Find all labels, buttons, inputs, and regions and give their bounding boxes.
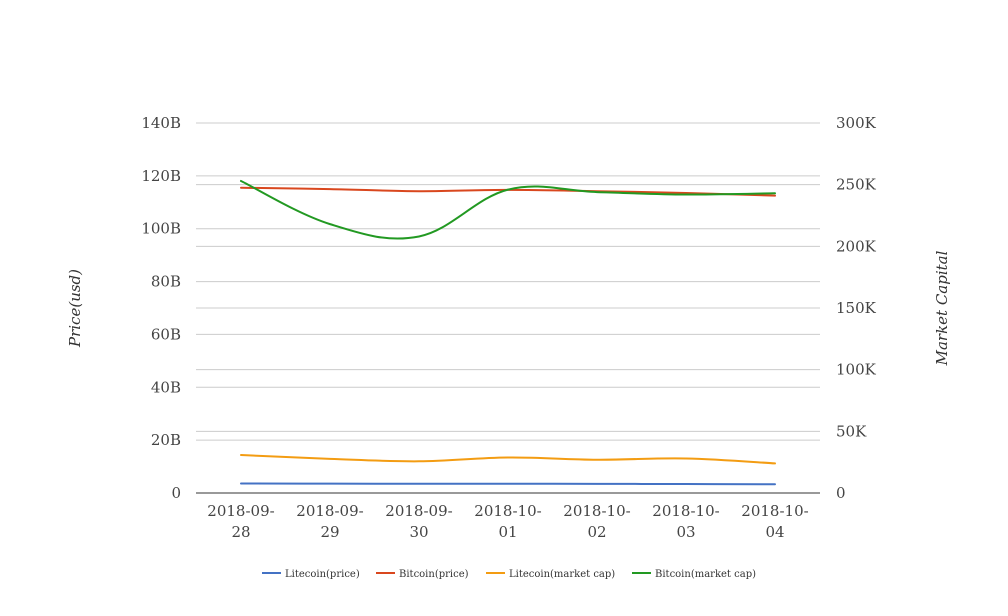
legend-item: Litecoin(price) <box>262 569 360 580</box>
legend-item: Bitcoin(price) <box>376 569 469 580</box>
x-tick-label: 2018-10-03 <box>652 502 719 541</box>
right-tick-label: 200K <box>836 237 877 255</box>
series-line-bitcoin-market-cap <box>240 179 776 240</box>
left-tick-label: 20B <box>151 431 181 449</box>
right-tick-label: 250K <box>836 176 877 194</box>
left-axis-title: Price(usd) <box>66 269 84 348</box>
right-tick-label: 50K <box>836 422 867 440</box>
x-tick-label: 2018-10-04 <box>741 502 808 541</box>
left-tick-label: 60B <box>151 325 181 343</box>
x-tick-label: 2018-09-30 <box>385 502 452 541</box>
legend-item: Bitcoin(market cap) <box>632 569 756 580</box>
left-tick-label: 120B <box>141 167 181 185</box>
x-axis-ticks: 2018-09-28 2018-09-29 2018-09-30 2018-10-01… <box>207 502 808 541</box>
left-tick-label: 0 <box>171 484 181 502</box>
right-axis-title: Market Capital <box>933 250 951 366</box>
right-gridlines <box>196 122 820 432</box>
right-tick-label: 100K <box>836 361 877 379</box>
left-tick-label: 40B <box>151 378 181 396</box>
right-tick-label: 0 <box>836 484 846 502</box>
series-line-litecoin-market-cap <box>240 454 776 465</box>
legend-label: Bitcoin(market cap) <box>655 569 756 580</box>
x-tick-label: 2018-10-01 <box>474 502 541 541</box>
legend-item: Litecoin(market cap) <box>486 569 615 580</box>
right-axis-ticks: 0 50K 100K 150K 200K 250K 300K <box>836 114 877 502</box>
left-tick-label: 80B <box>151 273 181 291</box>
left-tick-label: 140B <box>141 114 181 132</box>
legend-label: Bitcoin(price) <box>399 569 469 580</box>
left-axis-ticks: 0 20B 40B 60B 80B 100B 120B 140B <box>141 114 181 502</box>
legend-label: Litecoin(market cap) <box>509 569 615 580</box>
right-tick-label: 150K <box>836 299 877 317</box>
legend-label: Litecoin(price) <box>285 569 360 580</box>
series-line-litecoin-price <box>240 482 776 486</box>
left-gridlines <box>196 122 820 441</box>
series-lines <box>240 179 776 486</box>
legend: Litecoin(price) Bitcoin(price) Litecoin(ma… <box>262 569 756 580</box>
x-tick-label: 2018-09-29 <box>296 502 363 541</box>
left-tick-label: 100B <box>141 220 181 238</box>
x-tick-label: 2018-09-28 <box>207 502 274 541</box>
right-tick-label: 300K <box>836 114 877 132</box>
x-tick-label: 2018-10-02 <box>563 502 630 541</box>
